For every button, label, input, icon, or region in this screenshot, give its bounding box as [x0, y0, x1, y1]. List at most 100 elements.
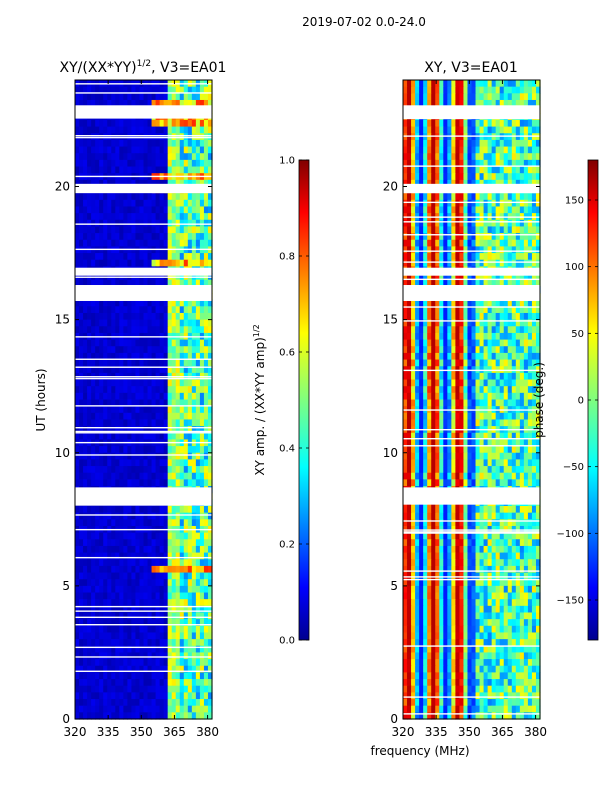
heatmap-cell — [512, 253, 517, 260]
figure-title: 2019-07-02 0.0-24.0 — [302, 15, 426, 29]
heatmap-cell — [524, 127, 529, 134]
heatmap-cell — [152, 413, 157, 420]
heatmap-cell — [176, 360, 181, 367]
heatmap-cell — [484, 167, 489, 174]
heatmap-cell — [431, 393, 436, 400]
heatmap-cell — [459, 380, 464, 387]
heatmap-cell — [75, 127, 80, 134]
heatmap-cell — [520, 173, 525, 180]
heatmap-cell — [403, 326, 408, 333]
heatmap-cell — [79, 479, 84, 486]
heatmap-cell — [192, 140, 197, 147]
heatmap-cell — [180, 459, 185, 466]
heatmap-cell — [119, 213, 124, 220]
heatmap-cell — [160, 459, 165, 466]
heatmap-cell — [488, 80, 493, 87]
heatmap-cell — [439, 153, 444, 160]
heatmap-cell — [427, 93, 432, 100]
heatmap-cell — [443, 140, 448, 147]
heatmap-cell — [455, 147, 460, 154]
heatmap-cell — [168, 599, 173, 606]
heatmap-cell — [196, 240, 201, 247]
heatmap-cell — [204, 213, 209, 220]
heatmap-cell — [196, 233, 201, 240]
heatmap-cell — [139, 346, 144, 353]
heatmap-cell — [164, 639, 169, 646]
heatmap-cell — [407, 173, 412, 180]
heatmap-cell — [516, 80, 521, 87]
heatmap-cell — [180, 220, 185, 227]
heatmap-cell — [184, 533, 189, 540]
heatmap-cell — [148, 413, 153, 420]
heatmap-cell — [91, 326, 96, 333]
heatmap-cell — [176, 240, 181, 247]
heatmap-cell — [516, 333, 521, 340]
heatmap-cell — [476, 220, 481, 227]
heatmap-cell — [500, 326, 505, 333]
heatmap-cell — [516, 393, 521, 400]
heatmap-cell — [176, 466, 181, 473]
heatmap-cell — [87, 220, 92, 227]
heatmap-cell — [200, 639, 205, 646]
heatmap-cell — [103, 200, 108, 207]
heatmap-cell — [99, 413, 104, 420]
heatmap-cell — [99, 639, 104, 646]
heatmap-cell — [152, 632, 157, 639]
heatmap-cell — [431, 120, 436, 127]
amplitude-colorbar-label: XY amp. / (XX*YY amp)1/2 — [252, 324, 267, 475]
heatmap-cell — [524, 326, 529, 333]
heatmap-cell — [119, 320, 124, 327]
heatmap-cell — [168, 692, 173, 699]
heatmap-cell — [472, 173, 477, 180]
heatmap-cell — [488, 373, 493, 380]
heatmap-cell — [127, 593, 132, 600]
heatmap-cell — [115, 539, 120, 546]
heatmap-cell — [164, 706, 169, 713]
heatmap-cell — [119, 346, 124, 353]
heatmap-cell — [160, 553, 165, 560]
heatmap-cell — [91, 519, 96, 526]
heatmap-cell — [467, 133, 472, 140]
heatmap-cell — [119, 147, 124, 154]
heatmap-cell — [200, 566, 205, 573]
heatmap-cell — [135, 559, 140, 566]
heatmap-cell — [176, 127, 181, 134]
heatmap-cell — [75, 473, 80, 480]
heatmap-cell — [107, 599, 112, 606]
heatmap-cell — [516, 340, 521, 347]
heatmap-cell — [152, 672, 157, 679]
heatmap-cell — [99, 613, 104, 620]
heatmap-cell — [180, 559, 185, 566]
heatmap-cell — [152, 613, 157, 620]
heatmap-cell — [83, 193, 88, 200]
heatmap-cell — [75, 519, 80, 526]
heatmap-cell — [500, 120, 505, 127]
heatmap-cell — [111, 326, 116, 333]
heatmap-cell — [184, 206, 189, 213]
heatmap-cell — [139, 133, 144, 140]
heatmap-cell — [459, 153, 464, 160]
heatmap-cell — [176, 692, 181, 699]
heatmap-cell — [443, 200, 448, 207]
heatmap-cell — [95, 413, 100, 420]
heatmap-cell — [144, 147, 149, 154]
heatmap-cell — [144, 226, 149, 233]
heatmap-cell — [75, 120, 80, 127]
heatmap-cell — [476, 360, 481, 367]
heatmap-cell — [528, 120, 533, 127]
heatmap-cell — [156, 220, 161, 227]
heatmap-cell — [192, 506, 197, 513]
heatmap-cell — [103, 699, 108, 706]
heatmap-cell — [135, 133, 140, 140]
heatmap-cell — [427, 167, 432, 174]
heatmap-cell — [164, 253, 169, 260]
heatmap-cell — [79, 313, 84, 320]
heatmap-cell — [423, 226, 428, 233]
heatmap-cell — [144, 699, 149, 706]
heatmap-cell — [79, 446, 84, 453]
heatmap-cell — [176, 206, 181, 213]
heatmap-cell — [447, 340, 452, 347]
heatmap-cell — [431, 173, 436, 180]
heatmap-cell — [168, 220, 173, 227]
heatmap-cell — [168, 672, 173, 679]
